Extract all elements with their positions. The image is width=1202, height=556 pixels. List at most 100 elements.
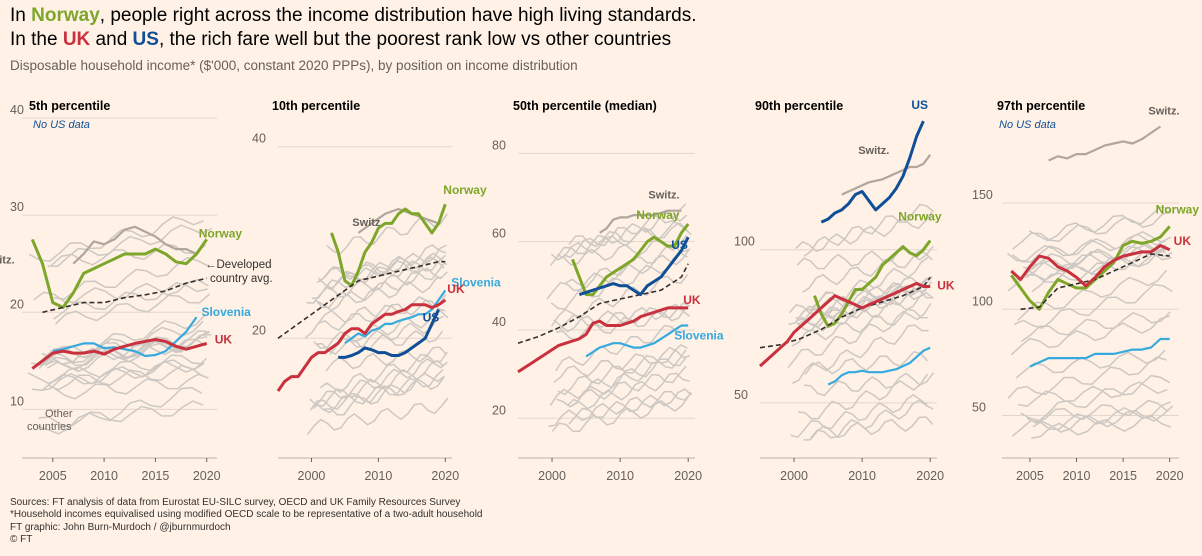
y-tick-label: 20 — [492, 403, 506, 417]
other-country-line — [804, 350, 929, 375]
other-country-line — [313, 310, 449, 349]
annotation-avg-line1: ←Developed — [205, 259, 271, 271]
series-line-us — [578, 236, 690, 297]
series-line-switz — [1048, 125, 1162, 162]
other-country-line — [1026, 399, 1168, 425]
footer-copyright: © FT — [10, 534, 33, 546]
y-tick-label: 50 — [734, 388, 748, 402]
no-us-data-note-p5: No US data — [33, 119, 90, 131]
title-us: US — [132, 29, 159, 50]
other-country-line — [326, 244, 447, 289]
annotation-other-line1: Other — [45, 408, 73, 420]
series-label-switz: Switz. — [352, 217, 383, 229]
y-tick-label: 60 — [492, 227, 506, 241]
other-country-line — [1023, 244, 1173, 270]
other-country-line — [306, 397, 449, 436]
title-uk: UK — [62, 29, 91, 50]
series-label-norway: Norway — [443, 183, 487, 197]
y-tick-label: 100 — [734, 235, 755, 249]
series-line-avg — [1020, 253, 1170, 311]
chart-title-line-1: In Norway, people right across the incom… — [10, 5, 697, 26]
x-tick-label: 2020 — [674, 469, 702, 483]
other-country-line — [548, 390, 692, 428]
chart-panel-p97: 50 100 150 2005 2010 2015 2020 Switz. Norway UK — [972, 106, 1199, 484]
other-country-line — [312, 357, 448, 410]
series-line-avg — [517, 263, 689, 344]
annotation-avg-line2: country avg. — [210, 273, 273, 285]
panel-title-p50: 50th percentile (median) — [513, 99, 657, 113]
series-label-switz: Switz. — [0, 255, 14, 267]
series-line-avg — [759, 276, 931, 349]
footer-credit: FT graphic: John Burn-Murdoch / @jburnmu… — [10, 521, 231, 533]
series-line-us — [338, 308, 440, 359]
other-country-line — [309, 375, 445, 411]
other-country-line — [53, 256, 209, 300]
y-tick-label: 150 — [972, 188, 993, 202]
x-tick-label: 2015 — [1109, 469, 1137, 483]
other-country-line — [1020, 311, 1171, 343]
other-country-line — [317, 261, 446, 312]
series-label-uk: UK — [447, 282, 465, 296]
chart-panel-p5: 10 20 30 40 2005 2010 2015 2020 Switz. Norway Slov… — [0, 103, 273, 483]
other-country-line — [48, 364, 203, 391]
other-country-line — [1028, 206, 1170, 242]
series-label-us: US — [671, 238, 688, 252]
other-country-line — [27, 354, 203, 385]
footer: Sources: FT analysis of data from Eurost… — [10, 497, 483, 547]
other-country-line — [550, 221, 688, 261]
y-tick-label: 40 — [10, 103, 24, 117]
panel-title-p90: 90th percentile — [755, 99, 844, 113]
series-line-slovenia — [827, 346, 931, 386]
other-country-line — [803, 203, 934, 257]
other-country-line — [1007, 233, 1167, 262]
y-tick-label: 30 — [10, 200, 24, 214]
other-country-line — [1011, 401, 1171, 437]
panel-title-p10: 10th percentile — [272, 99, 361, 113]
other-country-line — [316, 256, 445, 284]
other-country-line — [791, 308, 928, 347]
other-country-line — [1010, 315, 1170, 356]
x-tick-label: 2000 — [298, 469, 326, 483]
other-country-line — [790, 393, 928, 439]
x-tick-label: 2015 — [142, 469, 170, 483]
other-country-line — [798, 373, 929, 420]
footer-note: *Household incomes equivalised using mod… — [10, 509, 483, 521]
series-line-switz — [599, 209, 682, 234]
x-tick-label: 2010 — [90, 469, 118, 483]
other-country-line — [553, 346, 691, 383]
chart-panel-p50: 20 40 60 80 2000 2010 2020 Switz. Norway Slovenia… — [492, 138, 724, 483]
no-us-data-note-p97: No US data — [999, 119, 1056, 131]
series-line-avg — [277, 260, 446, 339]
series-line-norway — [30, 238, 208, 309]
x-tick-label: 2020 — [1156, 469, 1184, 483]
series-label-slovenia: Slovenia — [674, 329, 724, 343]
other-country-line — [797, 285, 929, 328]
other-country-line — [809, 399, 934, 439]
series-label-norway: Norway — [898, 210, 942, 224]
other-country-line — [1015, 349, 1166, 379]
other-country-line — [319, 351, 448, 394]
x-tick-label: 2020 — [431, 469, 459, 483]
other-country-line — [566, 372, 690, 410]
x-tick-label: 2000 — [780, 469, 808, 483]
series-line-us — [820, 120, 925, 224]
x-tick-label: 2005 — [39, 469, 67, 483]
series-label-uk: UK — [1174, 234, 1192, 248]
chart-subtitle: Disposable household income* ($'000, con… — [10, 58, 578, 73]
other-country-line — [551, 395, 690, 433]
other-country-line — [805, 256, 929, 311]
x-tick-label: 2005 — [1016, 469, 1044, 483]
other-country-line — [315, 329, 444, 356]
other-country-line — [1007, 356, 1167, 399]
y-tick-label: 50 — [972, 401, 986, 415]
y-tick-label: 10 — [10, 394, 24, 408]
panel-title-p97: 97th percentile — [997, 99, 1086, 113]
series-line-uk — [31, 338, 208, 370]
other-country-line — [1017, 381, 1168, 407]
other-country-line — [55, 293, 211, 325]
series-label-us: US — [911, 98, 928, 112]
series-line-uk — [1010, 244, 1171, 288]
other-country-line — [47, 224, 213, 267]
other-country-line — [1013, 283, 1173, 330]
series-label-norway: Norway — [636, 208, 680, 222]
